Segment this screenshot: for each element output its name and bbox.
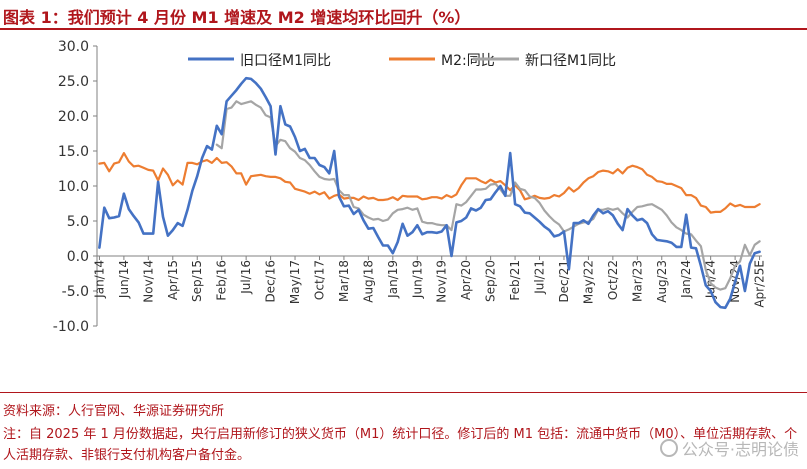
line-chart: 旧口径M1同比 M2:同比 新口径M1同比 -10.0 -5.0 0.0 5.0 10.0 1… [53,39,767,335]
series-old-m1-line [98,76,761,310]
x-tick-label: Dec/16 [264,260,278,303]
x-tick-label: Feb/16 [215,260,229,301]
x-tick-label: Nov/14 [141,260,155,303]
y-tick-label: 0.0 [67,249,89,265]
y-tick-label: -5.0 [62,284,89,300]
x-tick-label: Sep/15 [190,260,204,302]
watermark: 公众号·志明论债 [659,436,799,460]
x-tick-label: Jan/24 [679,260,693,299]
x-tick-label: Apr/15 [166,260,180,300]
x-tick-label: Apr/25E [753,260,767,308]
x-tick-label: May/17 [288,260,302,304]
x-tick-label: Apr/20 [459,260,473,300]
x-tick-label: Jan/19 [386,260,400,299]
chart-legend: 旧口径M1同比 M2:同比 新口径M1同比 [188,53,616,69]
series-layer [98,76,761,310]
y-axis: -10.0 -5.0 0.0 5.0 10.0 15.0 20.0 25.0 30.0 [53,39,98,335]
series-new-m1-line [215,100,761,291]
x-tick-label: Dec/21 [557,260,571,303]
series-m2-line [98,152,761,214]
y-tick-label: 10.0 [58,179,89,195]
x-tick-label: Jul/16 [239,260,253,295]
x-tick-label: Sep/20 [484,260,498,302]
y-tick-label: 15.0 [58,144,89,160]
footer-rule [0,392,807,393]
x-tick-label: Oct/17 [312,260,326,300]
x-tick-label: Jun/14 [117,260,131,299]
legend-item-m2-label: M2:同比 [441,53,495,69]
y-tick-label: 20.0 [58,109,89,125]
x-tick-label: Nov/19 [435,260,449,303]
legend-item-old-m1-label: 旧口径M1同比 [240,53,331,69]
figure-title-bar: 图表 1：我们预计 4 月份 M1 增速及 M2 增速均环比回升（%） [0,0,807,28]
source-note: 资料来源：人行官网、华源证券研究所 [3,404,225,419]
x-tick-label: Jun/19 [410,260,424,299]
methodology-note: 注：自 2025 年 1 月份数据起，央行启用新修订的狭义货币（M1）统计口径。… [3,427,798,463]
y-tick-label: 30.0 [58,39,89,55]
x-tick-label: Oct/22 [606,260,620,300]
wechat-icon [659,439,678,457]
x-tick-label: May/22 [581,260,595,304]
x-tick-label: Aug/18 [361,260,375,303]
x-axis: Jan/14 Jun/14 Nov/14 Apr/15 Sep/15 Feb/16 Jul/… [92,255,767,308]
x-tick-label: Mar/18 [337,260,351,302]
y-tick-label: 25.0 [58,74,89,90]
watermark-text: 公众号·志明论债 [681,440,799,459]
y-tick-label: -10.0 [53,319,89,335]
legend-item-new-m1-label: 新口径M1同比 [525,53,616,69]
x-tick-label: Jul/21 [533,260,547,295]
y-tick-label: 5.0 [67,214,89,230]
x-tick-label: Jan/14 [92,260,106,299]
figure-title: 图表 1：我们预计 4 月份 M1 增速及 M2 增速均环比回升（%） [3,8,471,27]
x-tick-label: Mar/23 [630,260,644,302]
x-tick-label: Feb/21 [508,260,522,301]
title-rule [0,28,807,30]
x-tick-label: Jun/24 [704,260,718,299]
x-tick-label: Aug/23 [655,260,669,303]
